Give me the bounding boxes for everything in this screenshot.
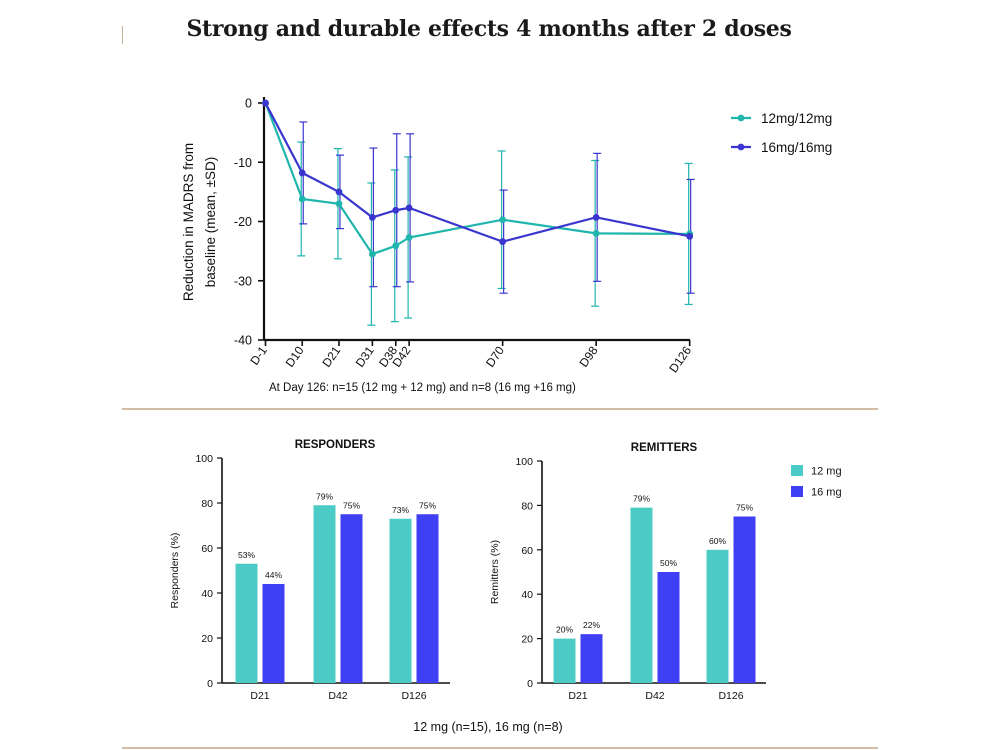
data-point bbox=[368, 250, 376, 258]
y-axis-label-line1: Reduction in MADRS from bbox=[181, 143, 196, 301]
bar-category-label: D126 bbox=[718, 690, 743, 702]
bar-y-tick-label: 100 bbox=[195, 453, 213, 465]
bar-16mg bbox=[733, 516, 756, 683]
bar-16mg bbox=[657, 572, 680, 683]
bar-value-label: 50% bbox=[660, 558, 677, 568]
legend-label: 16mg/16mg bbox=[761, 140, 832, 155]
y-tick-label: -40 bbox=[234, 334, 252, 348]
bar-legend-swatch bbox=[791, 486, 803, 497]
bar-footnote: 12 mg (n=15), 16 mg (n=8) bbox=[413, 720, 562, 734]
line-chart-note: At Day 126: n=15 (12 mg + 12 mg) and n=8… bbox=[269, 382, 576, 394]
y-tick-label: -20 bbox=[234, 215, 252, 229]
bar-value-label: 20% bbox=[556, 625, 573, 635]
data-point bbox=[298, 169, 306, 177]
bar-12mg bbox=[235, 563, 258, 683]
bar-value-label: 75% bbox=[343, 500, 360, 510]
bar-y-tick-label: 40 bbox=[201, 588, 213, 600]
y-tick-label: -10 bbox=[234, 156, 252, 170]
bar-category-label: D21 bbox=[250, 690, 269, 702]
bar-16mg bbox=[340, 514, 363, 683]
data-point bbox=[592, 229, 600, 237]
bar-y-tick-label: 0 bbox=[527, 678, 533, 690]
data-point bbox=[335, 188, 343, 196]
bar-legend-label: 12 mg bbox=[811, 466, 842, 478]
bar-y-tick-label: 100 bbox=[515, 456, 533, 468]
bar-legend-swatch bbox=[791, 465, 803, 476]
legend-swatch-point bbox=[737, 143, 745, 151]
bar-16mg bbox=[262, 584, 285, 683]
page-title: Strong and durable effects 4 months afte… bbox=[186, 16, 792, 42]
data-point bbox=[592, 213, 600, 221]
data-point bbox=[368, 213, 376, 221]
bar-value-label: 75% bbox=[736, 503, 753, 513]
bar-value-label: 60% bbox=[709, 536, 726, 546]
bar-category-label: D126 bbox=[401, 690, 426, 702]
bar-y-tick-label: 0 bbox=[207, 678, 213, 690]
bar-y-tick-label: 20 bbox=[201, 633, 213, 645]
bar-16mg bbox=[580, 634, 603, 683]
bar-category-label: D21 bbox=[568, 690, 587, 702]
bar-value-label: 75% bbox=[419, 500, 436, 510]
data-point bbox=[392, 206, 400, 214]
bar-value-label: 44% bbox=[265, 570, 282, 580]
y-tick-label: 0 bbox=[245, 97, 252, 111]
bar-legend-label: 16 mg bbox=[811, 487, 842, 499]
bar-category-label: D42 bbox=[328, 690, 347, 702]
bar-category-label: D42 bbox=[645, 690, 664, 702]
section-divider-top bbox=[122, 408, 878, 410]
data-point bbox=[298, 195, 306, 203]
data-point bbox=[686, 232, 694, 240]
section-divider-bottom bbox=[122, 747, 878, 749]
data-point bbox=[405, 234, 413, 241]
bar-16mg bbox=[416, 514, 439, 683]
data-point bbox=[335, 200, 343, 208]
title-accent-mark bbox=[122, 26, 123, 44]
bar-y-tick-label: 20 bbox=[521, 634, 533, 646]
bar-12mg bbox=[553, 638, 576, 683]
bar-value-label: 79% bbox=[316, 491, 333, 501]
data-point bbox=[405, 204, 413, 212]
data-point bbox=[262, 99, 269, 107]
data-point bbox=[392, 242, 400, 250]
bar-12mg bbox=[706, 549, 729, 683]
bar-12mg bbox=[313, 505, 336, 683]
y-axis-label-line2: baseline (mean, ±SD) bbox=[203, 157, 218, 287]
bar-y-tick-label: 80 bbox=[521, 500, 533, 512]
bar-y-tick-label: 60 bbox=[201, 543, 213, 555]
bar-value-label: 79% bbox=[633, 494, 650, 504]
data-point bbox=[499, 238, 507, 246]
bar-12mg bbox=[630, 507, 653, 683]
bar-y-tick-label: 80 bbox=[201, 498, 213, 510]
bar-12mg bbox=[389, 518, 412, 683]
bar-chart-title: REMITTERS bbox=[631, 442, 698, 454]
bar-y-axis-label: Responders (%) bbox=[169, 533, 181, 609]
bar-value-label: 53% bbox=[238, 550, 255, 560]
legend-swatch-point bbox=[737, 114, 745, 122]
bar-chart-title: RESPONDERS bbox=[295, 439, 376, 451]
bar-y-tick-label: 60 bbox=[521, 545, 533, 557]
y-tick-label: -30 bbox=[234, 274, 252, 288]
bar-y-axis-label: Remitters (%) bbox=[489, 540, 501, 604]
bar-y-tick-label: 40 bbox=[521, 589, 533, 601]
bar-value-label: 73% bbox=[392, 505, 409, 515]
legend-label: 12mg/12mg bbox=[761, 111, 832, 126]
bar-value-label: 22% bbox=[583, 620, 600, 630]
data-point bbox=[499, 216, 507, 224]
